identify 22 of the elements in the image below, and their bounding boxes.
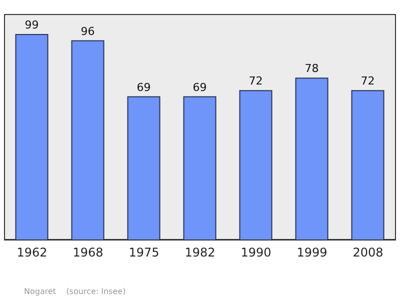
bar	[71, 40, 104, 240]
data-label: 69	[136, 80, 151, 94]
bar	[239, 90, 272, 240]
data-label: 78	[304, 62, 319, 76]
data-label: 69	[192, 80, 207, 94]
x-tick-label: 2008	[352, 246, 384, 260]
x-tick-label: 1982	[184, 246, 216, 260]
x-tick-label: 1990	[240, 246, 272, 260]
text: Nogaret (source: Insee)	[24, 287, 126, 296]
data-label: 72	[248, 74, 263, 88]
x-tick-label: 1975	[128, 246, 160, 260]
x-tick-label: 1999	[296, 246, 328, 260]
bar	[127, 96, 160, 240]
bar	[15, 34, 48, 240]
data-label: 72	[360, 74, 375, 88]
bar	[183, 96, 216, 240]
bar	[295, 78, 328, 240]
bar	[351, 90, 384, 240]
data-label: 96	[80, 24, 95, 38]
data-label: 99	[24, 18, 39, 32]
x-tick-label: 1962	[16, 246, 48, 260]
x-tick-label: 1968	[72, 246, 104, 260]
